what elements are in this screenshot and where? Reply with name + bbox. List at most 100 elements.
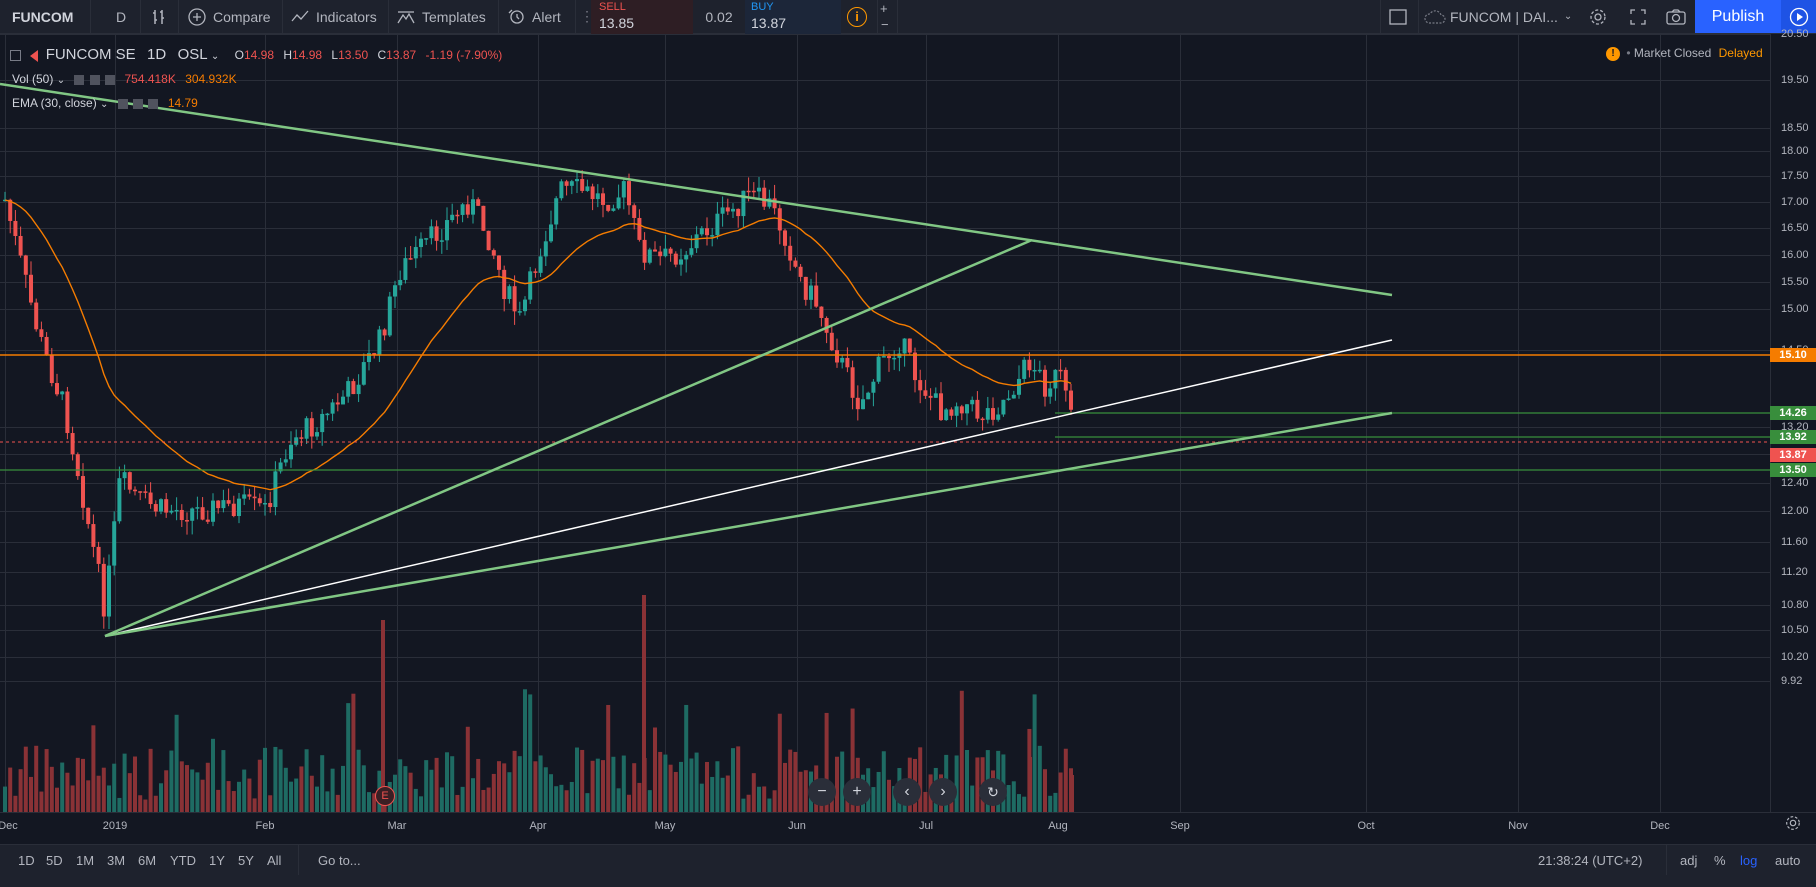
volume-bar	[1037, 745, 1042, 812]
volume-bar	[242, 769, 247, 812]
candle-body	[996, 414, 1001, 420]
range-1m[interactable]: 1M	[76, 852, 95, 868]
auto-toggle[interactable]: auto	[1775, 845, 1800, 875]
axis-settings-button[interactable]	[1784, 814, 1802, 835]
chart-style-button[interactable]	[150, 0, 168, 33]
candle-body	[1069, 390, 1073, 410]
settings-button[interactable]	[1588, 0, 1608, 33]
trendline-support-steep[interactable]	[104, 238, 1033, 638]
close-icon[interactable]	[148, 98, 159, 109]
layout-menu[interactable]: FUNCOM | DAI... ⌄	[1424, 0, 1572, 33]
range-ytd[interactable]: YTD	[170, 852, 196, 868]
eye-icon[interactable]	[74, 74, 85, 85]
time-axis-label: Feb	[255, 820, 275, 832]
info-button[interactable]: i	[847, 0, 867, 33]
volume-bar	[263, 747, 267, 812]
zoom-out-button[interactable]: −	[808, 778, 836, 806]
volume-bar	[679, 761, 683, 812]
candle-body	[627, 181, 631, 206]
candle-body	[153, 504, 158, 512]
volume-bar	[918, 747, 923, 812]
candle-body	[549, 224, 553, 242]
volume-bar	[372, 793, 377, 812]
trendline-white[interactable]	[104, 339, 1393, 637]
symbol-search[interactable]: FUNCOM	[12, 0, 73, 33]
range-all[interactable]: All	[267, 852, 282, 868]
zoom-in-small-button[interactable]: +	[880, 0, 888, 16]
range-1y[interactable]: 1Y	[209, 852, 225, 868]
eye-icon[interactable]	[117, 98, 128, 109]
scroll-right-button[interactable]: ›	[929, 778, 957, 806]
candle-body	[783, 230, 787, 246]
warning-icon[interactable]: !	[1606, 46, 1620, 61]
legend-change: -1.19 (-7.90%)	[425, 48, 503, 62]
gear-icon[interactable]	[133, 98, 144, 109]
earnings-marker[interactable]: E	[375, 786, 395, 806]
volume-bar	[1022, 796, 1027, 812]
compare-button[interactable]: Compare	[187, 0, 271, 33]
volume-bar	[190, 769, 195, 812]
trendline-resistance[interactable]	[0, 82, 1393, 297]
volume-bar	[1017, 794, 1021, 812]
candle-body	[533, 271, 538, 273]
range-5d[interactable]: 5D	[46, 852, 63, 868]
fullscreen-button[interactable]	[1629, 0, 1647, 33]
interval-button[interactable]: D	[116, 0, 126, 33]
candle-body	[673, 253, 678, 265]
indicators-button[interactable]: Indicators	[290, 0, 377, 33]
volume-bar	[101, 767, 106, 812]
adj-toggle[interactable]: adj	[1680, 845, 1697, 875]
alert-button[interactable]: Alert	[506, 0, 561, 33]
alert-label: Alert	[532, 8, 561, 25]
replay-button[interactable]	[1781, 0, 1816, 33]
time-axis-label: Jul	[918, 820, 934, 832]
percent-toggle[interactable]: %	[1714, 845, 1726, 875]
volume-bar	[216, 789, 221, 812]
zoom-in-button[interactable]: +	[843, 778, 871, 806]
volume-bar	[278, 749, 283, 812]
candle-body	[699, 228, 704, 235]
collapse-icon[interactable]	[10, 50, 21, 62]
gear-icon[interactable]	[89, 74, 100, 85]
layout-square-button[interactable]	[1388, 0, 1408, 33]
range-5y[interactable]: 5Y	[238, 852, 254, 868]
ema-study-name[interactable]: EMA (30, close)	[12, 96, 97, 110]
reset-chart-button[interactable]: ↻	[979, 778, 1007, 806]
range-3m[interactable]: 3M	[107, 852, 126, 868]
interval-label: D	[116, 8, 127, 25]
candle-body	[512, 286, 517, 312]
volume-bar	[538, 755, 543, 812]
goto-button[interactable]: Go to...	[318, 845, 361, 875]
candle-body	[481, 205, 486, 231]
clock[interactable]: 21:38:24 (UTC+2)	[1538, 845, 1642, 875]
time-axis-label: Oct	[1357, 820, 1375, 832]
price-axis[interactable]: 20.50 19.50 18.50 18.00 17.50 17.00 16.50 16.00…	[1770, 28, 1816, 812]
volume-bar	[507, 772, 512, 812]
publish-button[interactable]: Publish	[1695, 0, 1781, 33]
candle-body	[439, 240, 444, 242]
volume-bar	[959, 690, 964, 812]
trendline-support-shallow[interactable]	[104, 411, 1393, 638]
range-1d[interactable]: 1D	[18, 852, 35, 868]
range-6m[interactable]: 6M	[138, 852, 157, 868]
chevron-down-icon[interactable]: ⌄	[56, 75, 66, 86]
price-chart[interactable]	[0, 34, 1770, 812]
candle-body	[611, 208, 616, 211]
volume-bar	[221, 750, 226, 812]
drag-handle[interactable]: ⋮	[580, 8, 594, 24]
close-icon[interactable]	[105, 74, 116, 85]
chevron-down-icon[interactable]: ⌄	[210, 51, 220, 62]
log-toggle[interactable]: log	[1740, 845, 1757, 875]
scroll-left-button[interactable]: ‹	[893, 778, 921, 806]
templates-button[interactable]: Templates	[396, 0, 486, 33]
candle-body	[247, 494, 252, 497]
chevron-down-icon[interactable]: ⌄	[100, 99, 109, 110]
volume-bar	[497, 761, 501, 812]
snapshot-button[interactable]	[1665, 0, 1687, 33]
volume-study-name[interactable]: Vol (50)	[12, 72, 54, 86]
sell-button[interactable]: SELL 13.85	[591, 0, 693, 34]
minus-icon: −	[817, 783, 827, 800]
zoom-out-small-button[interactable]: −	[881, 16, 889, 32]
buy-button[interactable]: BUY 13.87	[745, 0, 841, 34]
volume-bar	[86, 780, 91, 812]
